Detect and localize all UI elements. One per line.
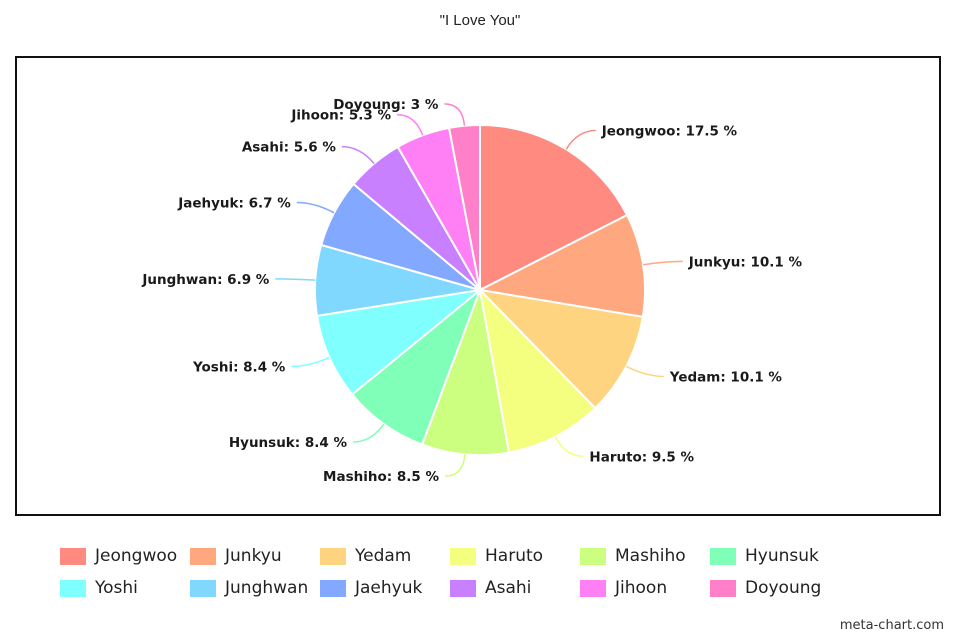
legend-swatch xyxy=(60,547,86,565)
leader-line-junkyu xyxy=(642,260,683,266)
legend-label: Jihoon xyxy=(615,578,668,598)
leader-line-mashiho xyxy=(444,454,466,477)
chart-frame xyxy=(15,56,941,516)
leader-line-haruto xyxy=(554,436,584,458)
legend-item-jaehyuk: Jaehyuk xyxy=(320,577,450,599)
legend: Jeongwoo Junkyu Yedam Haruto Mashiho Hyunsuk Y… xyxy=(60,545,920,599)
slice-label-yoshi: Yoshi: 8.4 % xyxy=(192,359,286,375)
leader-line-asahi xyxy=(341,145,375,165)
slice-label-hyunsuk: Hyunsuk: 8.4 % xyxy=(229,435,348,451)
legend-label: Doyoung xyxy=(745,578,822,598)
legend-swatch xyxy=(710,547,736,565)
legend-item-yedam: Yedam xyxy=(320,545,450,567)
leader-line-doyoung xyxy=(444,103,466,126)
leader-line-yedam xyxy=(625,365,664,378)
legend-item-junghwan: Junghwan xyxy=(190,577,320,599)
slice-label-mashiho: Mashiho: 8.5 % xyxy=(323,469,439,485)
legend-label: Junghwan xyxy=(225,578,309,598)
slice-label-jaehyuk: Jaehyuk: 6.7 % xyxy=(177,195,291,211)
legend-label: Jaehyuk xyxy=(355,578,423,598)
legend-item-jeongwoo: Jeongwoo xyxy=(60,545,190,567)
slice-label-haruto: Haruto: 9.5 % xyxy=(589,449,694,465)
slice-label-junkyu: Junkyu: 10.1 % xyxy=(688,254,803,270)
legend-swatch xyxy=(580,547,606,565)
legend-swatch xyxy=(190,547,216,565)
legend-item-hyunsuk: Hyunsuk xyxy=(710,545,840,567)
slice-label-yedam: Yedam: 10.1 % xyxy=(669,369,783,385)
legend-label: Haruto xyxy=(485,546,544,566)
pie-slice-junkyu xyxy=(476,213,646,318)
slice-label-asahi: Asahi: 5.6 % xyxy=(242,140,337,156)
legend-swatch xyxy=(190,579,216,597)
slice-label-doyoung: Doyoung: 3 % xyxy=(333,97,439,113)
pie-slice-hyunsuk xyxy=(350,286,483,446)
legend-label: Yedam xyxy=(355,546,412,566)
legend-item-yoshi: Yoshi xyxy=(60,577,190,599)
legend-label: Hyunsuk xyxy=(745,546,819,566)
legend-item-doyoung: Doyoung xyxy=(710,577,840,599)
pie-slice-mashiho xyxy=(420,286,511,456)
legend-item-haruto: Haruto xyxy=(450,545,580,567)
legend-label: Asahi xyxy=(485,578,532,598)
legend-swatch xyxy=(450,547,476,565)
leader-line-jaehyuk xyxy=(296,201,335,214)
slice-label-junghwan: Junghwan: 6.9 % xyxy=(141,272,269,288)
slice-label-jeongwoo: Jeongwoo: 17.5 % xyxy=(601,124,738,140)
legend-item-mashiho: Mashiho xyxy=(580,545,710,567)
pie-slice-yoshi xyxy=(315,288,484,396)
legend-swatch xyxy=(320,547,346,565)
legend-swatch xyxy=(450,579,476,597)
leader-line-jeongwoo xyxy=(565,129,596,150)
legend-label: Jeongwoo xyxy=(95,546,178,566)
legend-swatch xyxy=(60,579,86,597)
legend-item-asahi: Asahi xyxy=(450,577,580,599)
leader-line-junghwan xyxy=(275,278,316,281)
slice-label-jihoon: Jihoon: 5.3 % xyxy=(290,108,391,124)
pie-slice-jeongwoo xyxy=(479,123,629,292)
pie-slice-doyoung xyxy=(447,123,481,291)
chart-title: "I Love You" xyxy=(439,12,521,29)
watermark: meta-chart.com xyxy=(839,618,944,633)
legend-swatch xyxy=(320,579,346,597)
legend-item-jihoon: Jihoon xyxy=(580,577,710,599)
legend-label: Mashiho xyxy=(615,546,686,566)
leader-line-hyunsuk xyxy=(353,423,385,443)
legend-label: Yoshi xyxy=(95,578,138,598)
legend-swatch xyxy=(710,579,736,597)
legend-swatch xyxy=(580,579,606,597)
leader-line-jihoon xyxy=(396,113,424,136)
pie-slice-yedam xyxy=(477,288,644,410)
legend-item-junkyu: Junkyu xyxy=(190,545,320,567)
leader-line-yoshi xyxy=(291,356,330,368)
legend-label: Junkyu xyxy=(225,546,282,566)
